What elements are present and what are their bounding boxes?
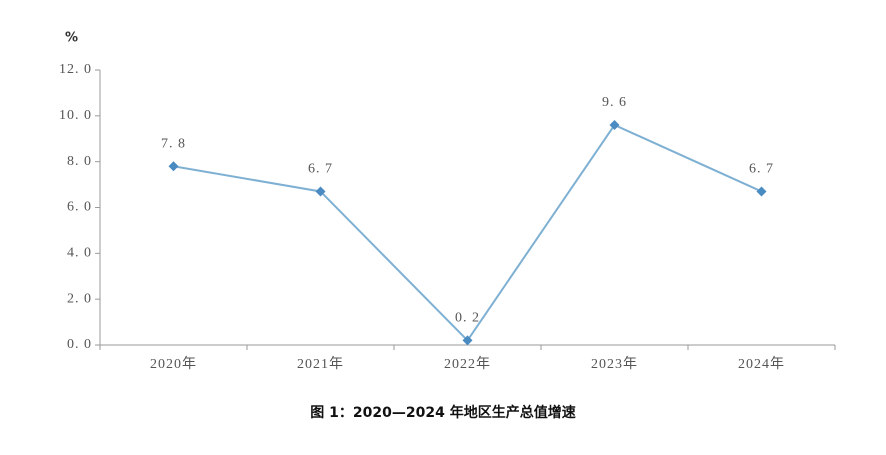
x-tick-label: 2023年	[591, 356, 638, 372]
chart-title: 图 1：2020—2024 年地区生产总值增速	[310, 404, 575, 421]
data-label: 6. 7	[308, 162, 333, 177]
y-tick-label: 4. 0	[67, 246, 92, 261]
data-point	[462, 335, 473, 346]
x-tick-label: 2024年	[738, 356, 785, 372]
x-tick-label: 2020年	[150, 356, 197, 372]
data-point	[315, 186, 326, 197]
y-tick-label: 6. 0	[67, 200, 92, 215]
y-tick-label: 2. 0	[67, 291, 92, 306]
y-axis-unit: %	[65, 31, 79, 46]
y-tick-label: 8. 0	[67, 154, 92, 169]
x-tick-label: 2021年	[297, 356, 344, 372]
data-point	[609, 120, 620, 130]
y-tick-label: 10. 0	[59, 108, 92, 123]
line-series	[173, 123, 762, 342]
x-tick-label: 2022年	[444, 356, 491, 372]
data-point	[168, 161, 179, 172]
data-label: 6. 7	[749, 162, 774, 177]
y-tick-label: 0. 0	[67, 337, 92, 352]
data-label: 7. 8	[161, 136, 186, 151]
data-point	[756, 186, 767, 197]
data-label: 9. 6	[602, 95, 627, 110]
data-label: 0. 2	[455, 311, 480, 326]
y-tick-label: 12. 0	[59, 62, 92, 77]
